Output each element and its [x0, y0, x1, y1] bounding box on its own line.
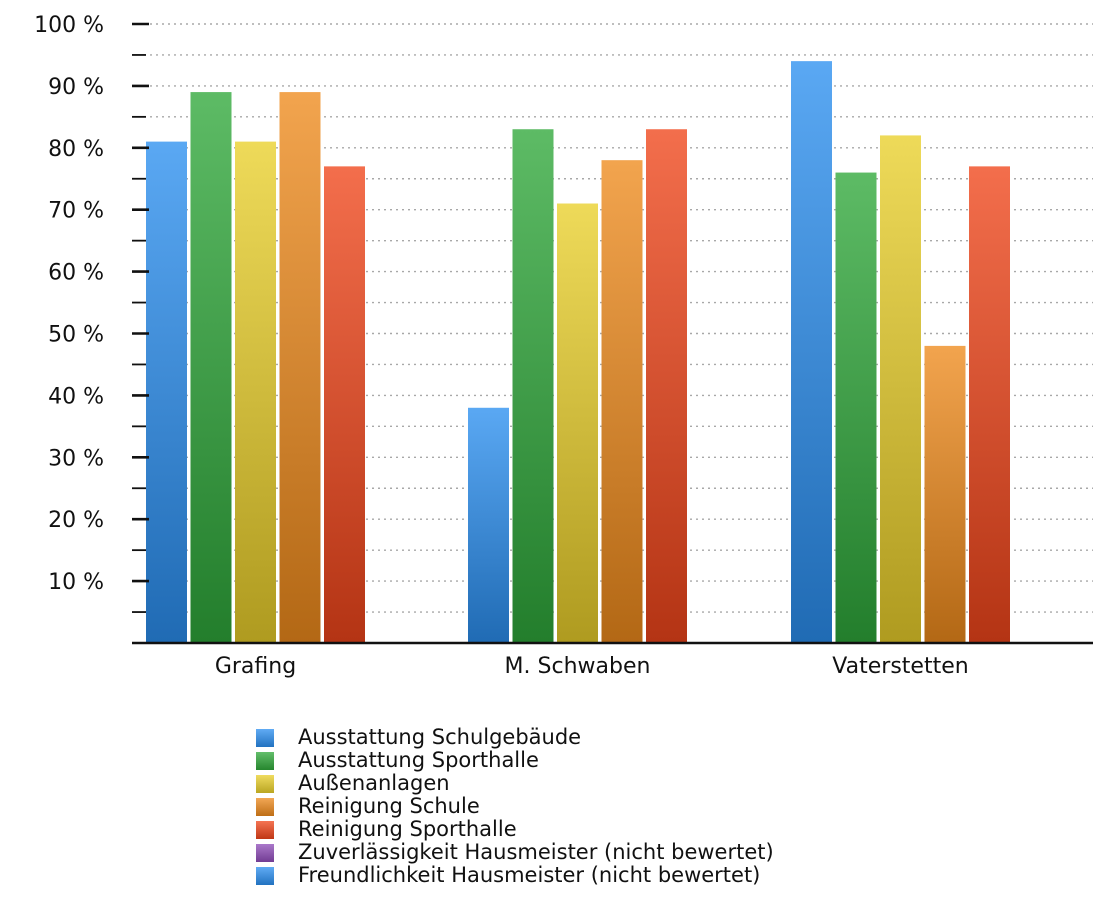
y-tick-label: 90 % [48, 75, 104, 100]
bar [835, 172, 877, 643]
legend-label: Zuverlässigkeit Hausmeister (nicht bewer… [298, 840, 774, 864]
y-tick-label: 60 % [48, 261, 104, 286]
legend-swatch [256, 797, 274, 816]
legend-swatch [256, 728, 274, 747]
legend-swatch [256, 751, 274, 770]
bar [924, 345, 966, 643]
y-tick-label: 100 % [34, 13, 104, 38]
bars [146, 61, 1010, 644]
legend-swatch [256, 843, 274, 862]
bar [646, 129, 687, 644]
legend-label: Freundlichkeit Hausmeister (nicht bewert… [298, 863, 761, 887]
bar [880, 135, 921, 644]
legend-swatch [256, 820, 274, 839]
legend-item: Reinigung Sporthalle [256, 818, 774, 841]
legend-label: Ausstattung Schulgebäude [298, 725, 582, 749]
bar-chart: 10 % 20 % 30 % 40 % 50 % 60 % 70 % 80 % 90 % 100 … [34, 13, 1093, 679]
x-category-label: Grafing [215, 654, 296, 679]
x-category-label: M. Schwaben [505, 654, 651, 679]
x-category-label: Vaterstetten [832, 654, 968, 679]
bar [468, 407, 509, 643]
legend-item: Freundlichkeit Hausmeister (nicht bewert… [256, 864, 774, 887]
legend-label: Reinigung Sporthalle [298, 817, 517, 841]
legend-item: Zuverlässigkeit Hausmeister (nicht bewer… [256, 841, 774, 864]
legend-item: Ausstattung Sporthalle [256, 749, 774, 772]
y-tick-label: 50 % [48, 323, 104, 348]
bar [324, 166, 365, 643]
y-tick-label: 30 % [48, 446, 104, 471]
legend-swatch [256, 866, 274, 885]
y-tick-label: 40 % [48, 384, 104, 409]
legend: Ausstattung Schulgebäude Ausstattung Spor… [256, 726, 774, 887]
bar [190, 92, 232, 644]
bar [601, 160, 643, 643]
y-tick-label: 80 % [48, 137, 104, 162]
legend-item: Außenanlagen [256, 772, 774, 795]
legend-item: Ausstattung Schulgebäude [256, 726, 774, 749]
bar [969, 166, 1010, 643]
y-tick-label: 20 % [48, 508, 104, 533]
bar [146, 141, 187, 644]
x-axis-labels: Grafing M. Schwaben Vaterstetten [215, 654, 969, 679]
legend-label: Außenanlagen [298, 771, 450, 795]
legend-swatch [256, 774, 274, 793]
bar [235, 141, 276, 644]
legend-label: Reinigung Schule [298, 794, 480, 818]
bar [279, 92, 321, 644]
legend-item: Reinigung Schule [256, 795, 774, 818]
legend-label: Ausstattung Sporthalle [298, 748, 539, 772]
y-axis: 10 % 20 % 30 % 40 % 50 % 60 % 70 % 80 % 90 % 100 … [34, 13, 1093, 645]
bar [557, 203, 598, 643]
y-tick-label: 70 % [48, 199, 104, 224]
y-tick-label: 10 % [48, 570, 104, 595]
bar [512, 129, 554, 644]
bar [791, 61, 832, 643]
